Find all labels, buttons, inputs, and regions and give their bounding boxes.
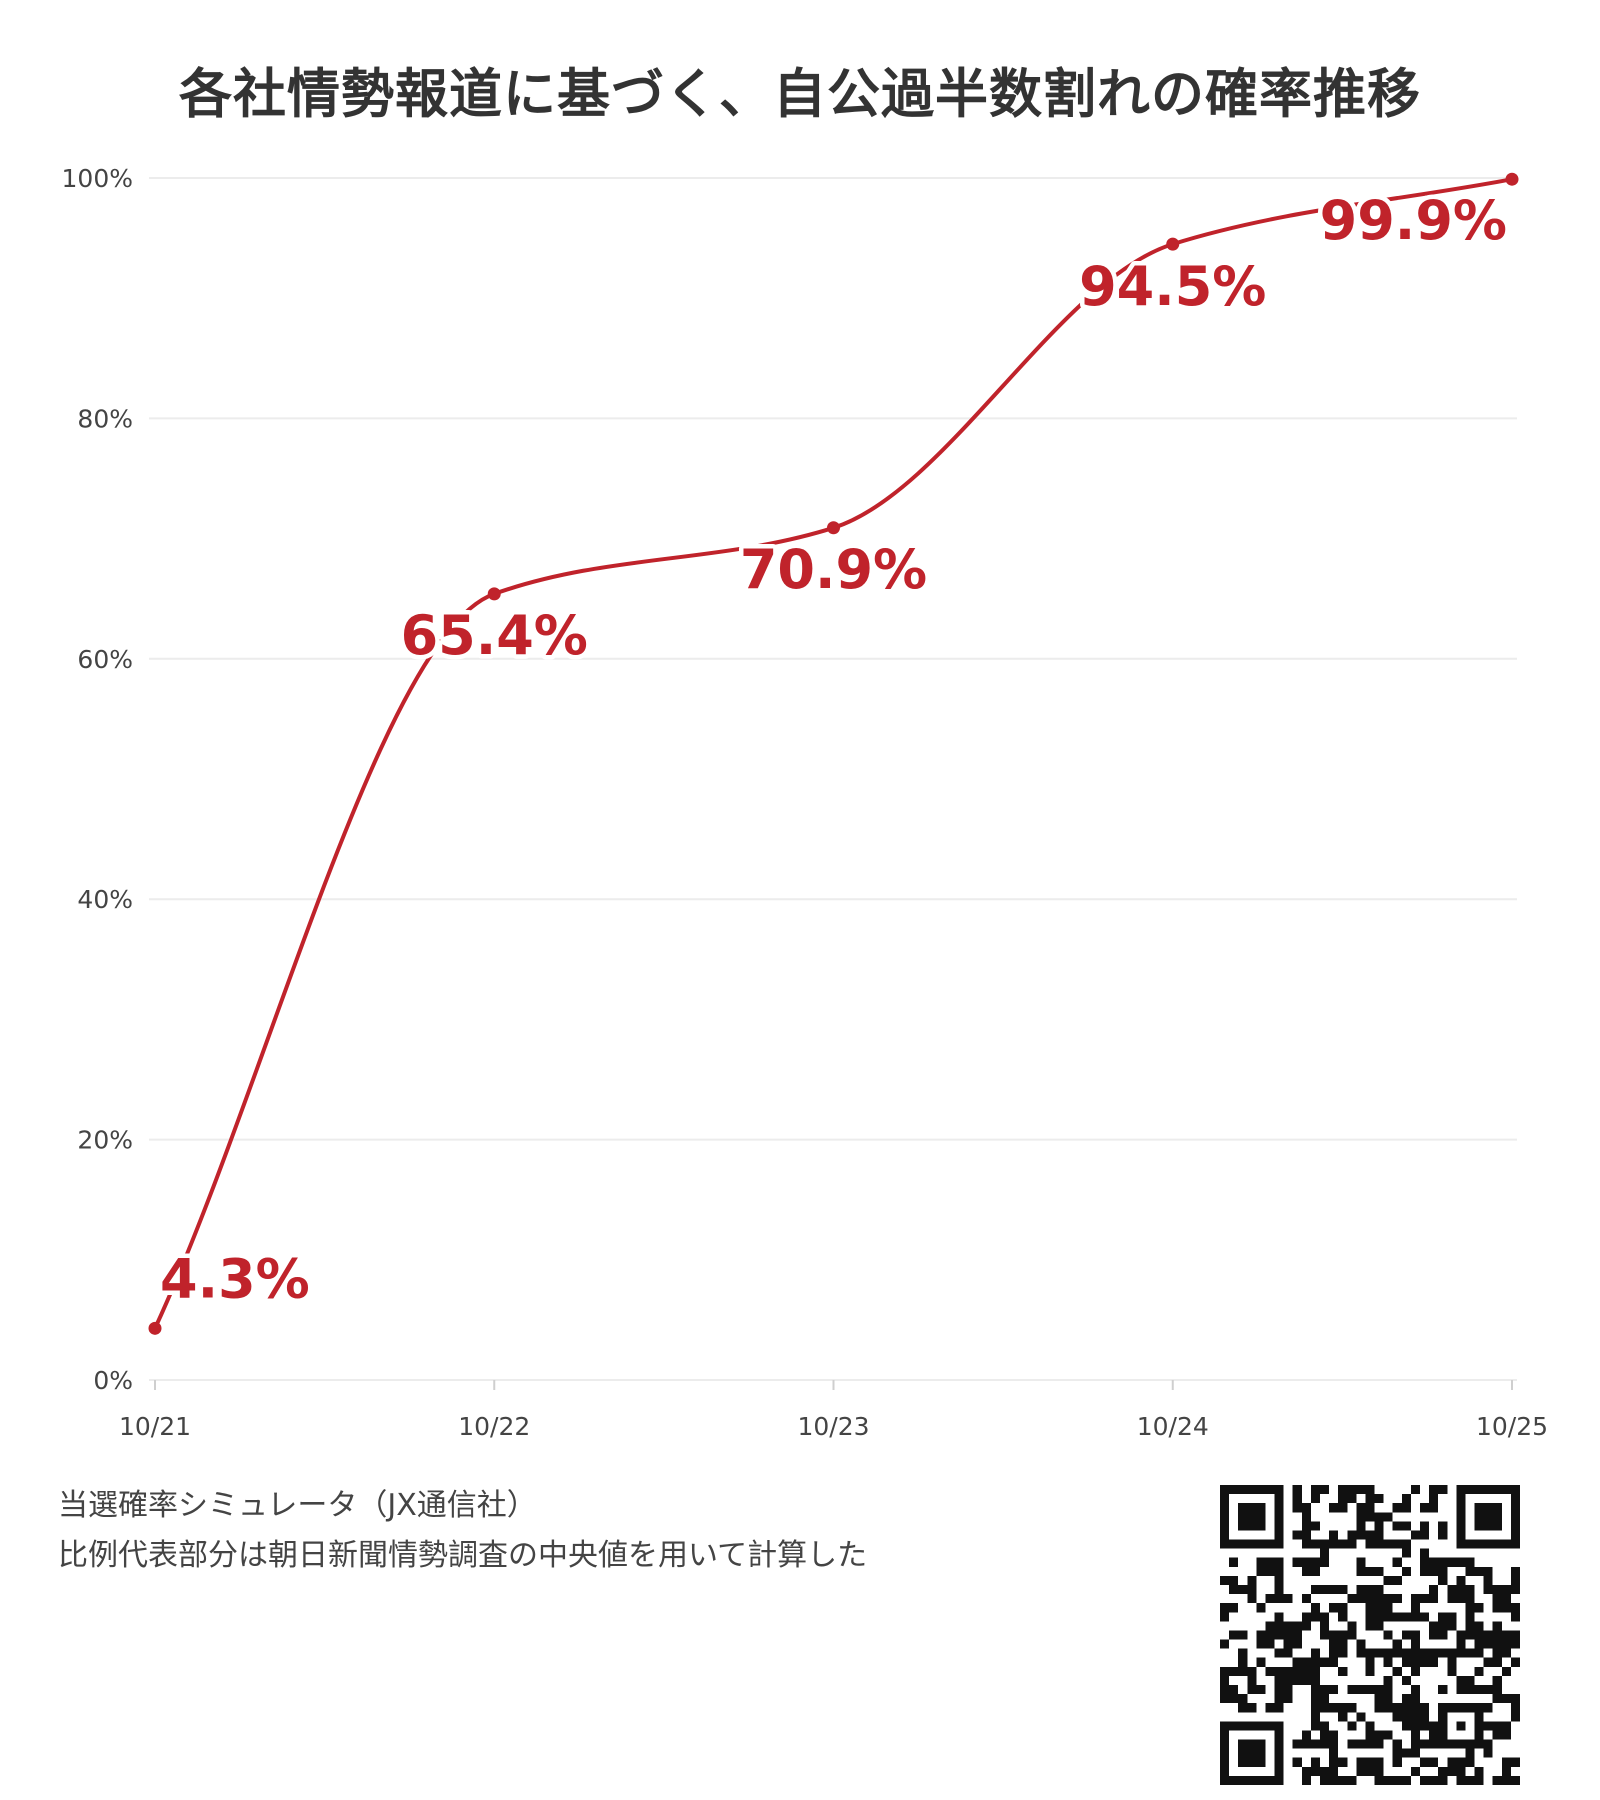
y-tick-label: 100% xyxy=(62,164,133,193)
data-label: 94.5% xyxy=(1079,255,1266,318)
data-point xyxy=(1505,172,1519,186)
data-point xyxy=(827,521,840,535)
series-line xyxy=(153,177,1514,1331)
y-axis-tick-labels: 0% 20% 40% 60% 80% 100% xyxy=(62,164,133,1395)
x-tick-label: 10/22 xyxy=(458,1412,530,1441)
source-note: 当選確率シミュレータ（JX通信社） xyxy=(58,1488,537,1523)
data-label: 4.3% xyxy=(160,1247,310,1310)
data-label: 65.4% xyxy=(401,604,588,667)
data-point xyxy=(1166,237,1180,251)
y-tick-label: 80% xyxy=(77,404,133,433)
y-tick-label: 0% xyxy=(93,1366,133,1395)
x-tick-label: 10/21 xyxy=(119,1412,191,1441)
method-note: 比例代表部分は朝日新聞情勢調査の中央値を用いて計算した xyxy=(58,1538,868,1573)
line-chart: 0%20%40%60%80%100% 10/21 10/22 10/23 10/24 1… xyxy=(62,164,1549,1441)
grid-lines xyxy=(149,177,1517,1381)
data-point xyxy=(487,587,501,601)
x-tick-label: 10/23 xyxy=(797,1412,869,1441)
chart-title: 各社情勢報道に基づく、自公過半数割れの確率推移 xyxy=(179,64,1421,125)
data-label: 99.9% xyxy=(1320,189,1507,252)
x-axis: 10/21 10/22 10/23 10/24 10/25 xyxy=(119,1380,1548,1441)
y-tick-label: 60% xyxy=(77,645,133,674)
series xyxy=(148,172,1519,1335)
data-label: 70.9% xyxy=(740,538,927,601)
data-labels: 4.3% 65.4% 70.9% 94.5% 99.9% xyxy=(156,185,1512,1315)
qr-code-icon[interactable] xyxy=(1220,1485,1520,1785)
y-tick-label: 20% xyxy=(77,1126,133,1155)
x-tick-label: 10/25 xyxy=(1476,1412,1548,1441)
x-tick-label: 10/24 xyxy=(1137,1412,1209,1441)
y-tick-label: 40% xyxy=(77,885,133,914)
data-point xyxy=(148,1321,162,1335)
